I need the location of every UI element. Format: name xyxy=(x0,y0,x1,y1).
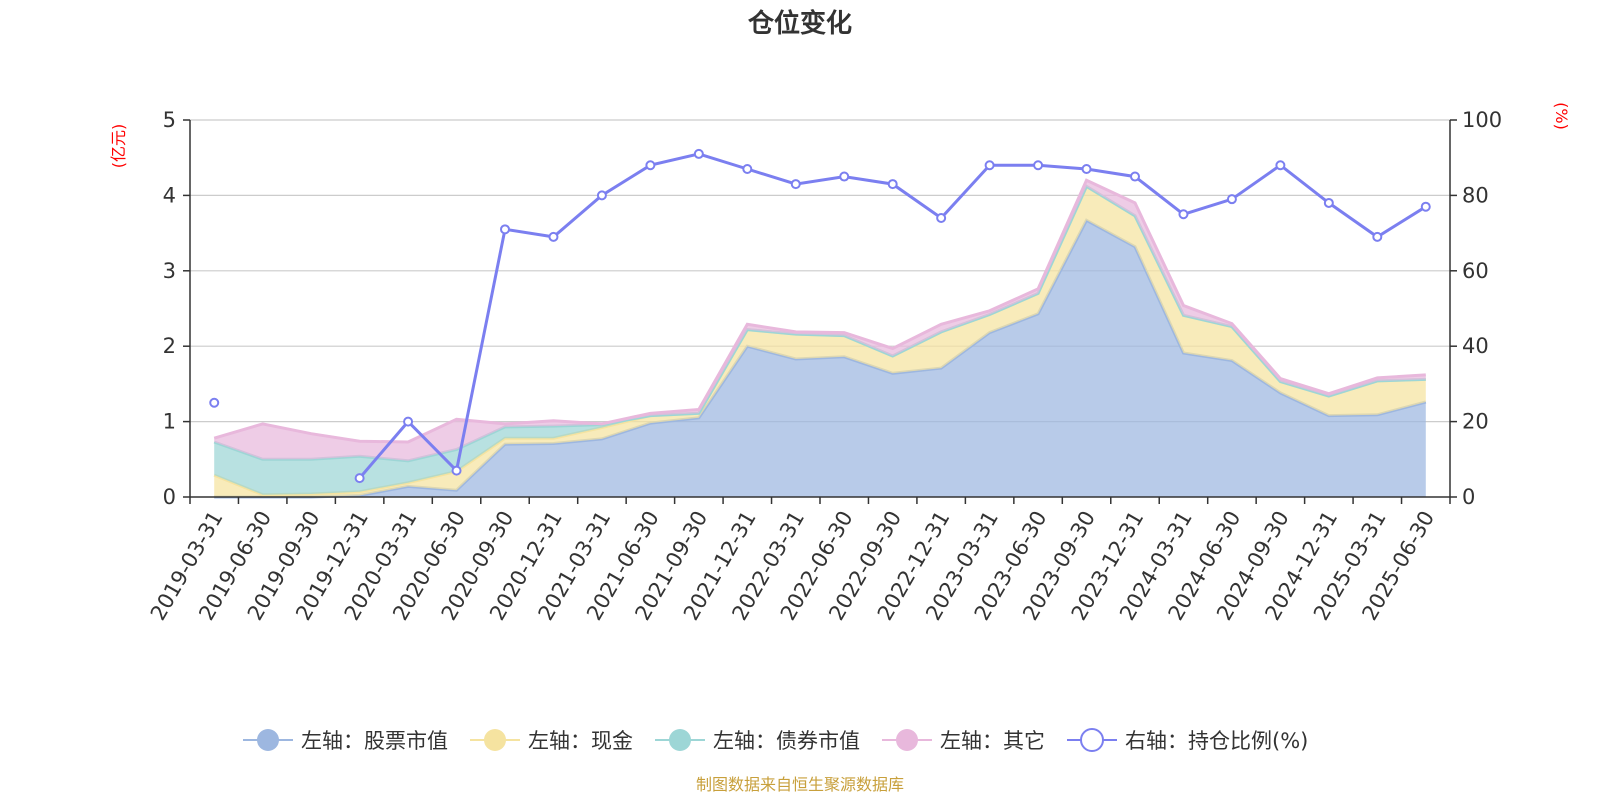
ratio-point xyxy=(1372,231,1383,242)
right-tick-label: 80 xyxy=(1462,183,1489,207)
ratio-point xyxy=(936,213,947,224)
legend-label: 左轴：债券市值 xyxy=(713,729,860,753)
ratio-point xyxy=(1178,209,1189,220)
legend-item: 左轴：其它 xyxy=(882,729,1045,753)
left-tick-label: 4 xyxy=(163,183,176,207)
left-tick-label: 0 xyxy=(163,485,176,509)
legend-item: 左轴：股票市值 xyxy=(243,729,448,753)
chart-title: 仓位变化 xyxy=(747,8,852,39)
legend-label: 左轴：股票市值 xyxy=(301,729,448,753)
area-edge-左轴：其它 xyxy=(213,178,1426,444)
ratio-point xyxy=(1226,194,1237,205)
ratio-point xyxy=(645,160,656,171)
ratio-point xyxy=(548,231,559,242)
ratio-point xyxy=(500,224,510,235)
left-tick-label: 2 xyxy=(163,334,176,358)
ratio-point xyxy=(1081,164,1092,175)
right-tick-label: 20 xyxy=(1462,410,1489,434)
legend-marker xyxy=(1080,728,1104,752)
ratio-point xyxy=(887,179,898,190)
ratio-point xyxy=(693,148,704,159)
stacked-areas xyxy=(213,178,1427,499)
right-tick-label: 60 xyxy=(1462,259,1489,283)
ratio-point xyxy=(1033,160,1044,171)
area-左轴：债券市值 xyxy=(214,186,1426,495)
ratio-point xyxy=(839,171,850,182)
legend-marker xyxy=(257,729,279,751)
source-footnote: 制图数据来自恒生聚源数据库 xyxy=(696,775,904,794)
ratio-point xyxy=(403,416,414,427)
ratio-point xyxy=(742,164,753,175)
right-tick-label: 40 xyxy=(1462,334,1489,358)
legend-marker xyxy=(484,729,506,751)
right-tick-label: 0 xyxy=(1462,485,1475,509)
ratio-point xyxy=(984,160,995,171)
legend-label: 左轴：现金 xyxy=(528,729,633,753)
legend-item: 左轴：现金 xyxy=(470,729,633,753)
ratio-point xyxy=(790,179,801,190)
legend-marker xyxy=(896,729,918,751)
legend-label: 右轴：持仓比例(%) xyxy=(1125,729,1308,753)
ratio-point xyxy=(1323,197,1334,208)
legend-item: 右轴：持仓比例(%) xyxy=(1067,728,1308,753)
ratio-point xyxy=(1420,201,1431,212)
left-axis-unit: (亿元) xyxy=(109,124,128,169)
ratio-point xyxy=(354,473,365,484)
left-tick-label: 3 xyxy=(163,259,176,283)
legend-marker xyxy=(669,729,691,751)
left-tick-label: 1 xyxy=(163,410,176,434)
ratio-point xyxy=(1130,171,1140,182)
ratio-point xyxy=(596,190,607,201)
ratio-point xyxy=(451,465,462,476)
legend-label: 左轴：其它 xyxy=(940,729,1045,753)
legend-item: 左轴：债券市值 xyxy=(655,729,860,753)
area-左轴：现金 xyxy=(214,186,1426,497)
right-axis-unit: (%) xyxy=(1552,102,1571,130)
ratio-point xyxy=(1275,160,1286,171)
holding-ratio-line xyxy=(209,148,1431,484)
right-tick-label: 100 xyxy=(1462,108,1502,132)
left-tick-label: 5 xyxy=(163,108,176,132)
ratio-point xyxy=(209,397,220,408)
legend: 左轴：股票市值 左轴：现金 左轴：债券市值 左轴：其它 右轴：持仓比例(%) xyxy=(243,728,1308,753)
